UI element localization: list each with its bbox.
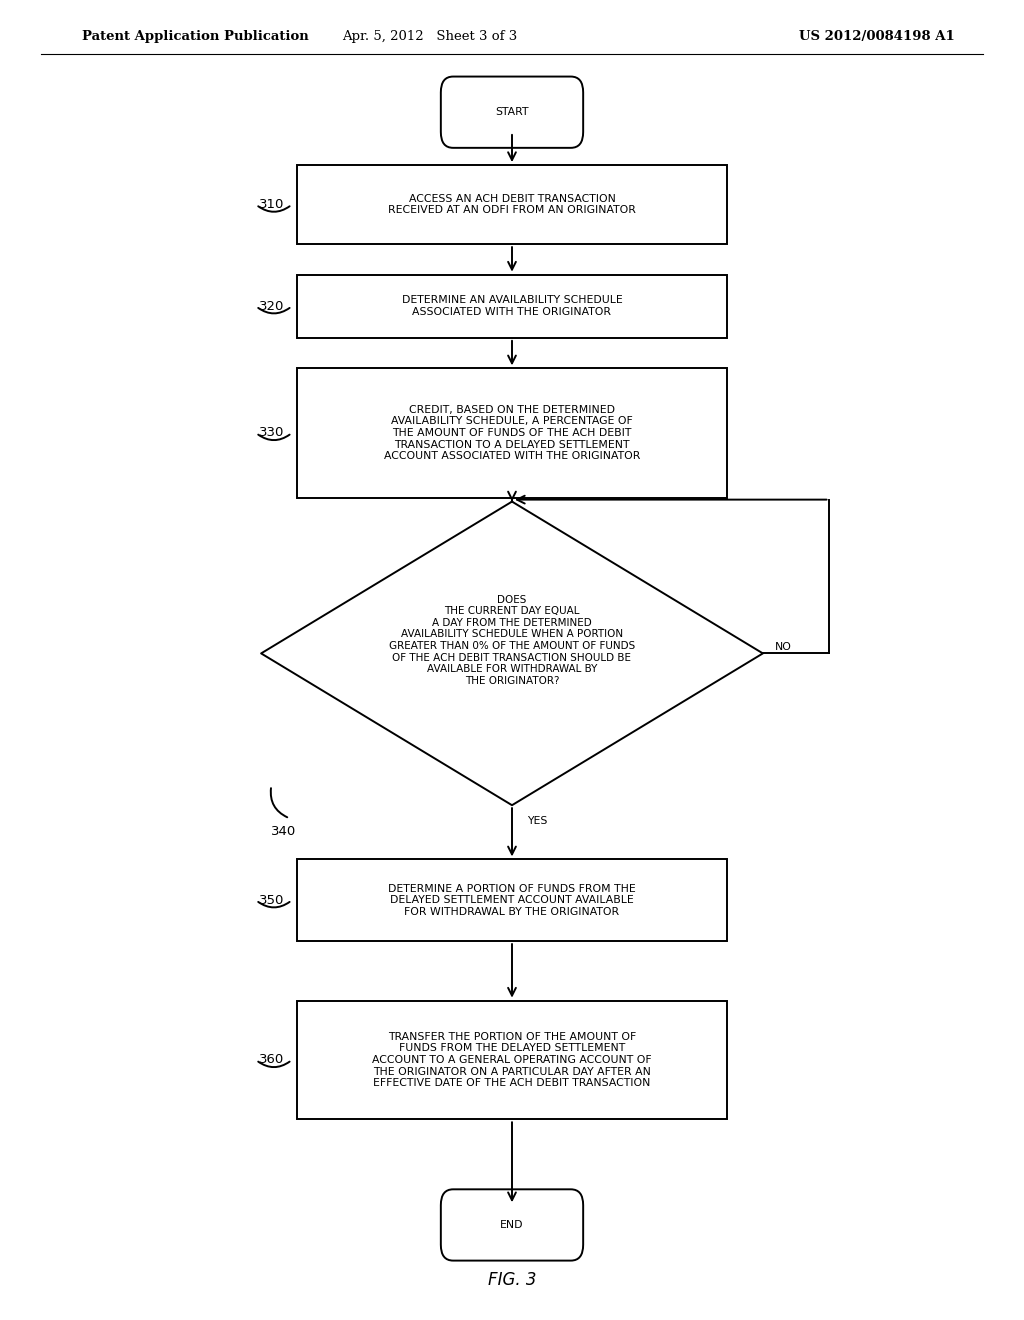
Text: FIG. 3: FIG. 3 — [487, 1271, 537, 1290]
Text: Patent Application Publication: Patent Application Publication — [82, 30, 308, 44]
Text: DETERMINE AN AVAILABILITY SCHEDULE
ASSOCIATED WITH THE ORIGINATOR: DETERMINE AN AVAILABILITY SCHEDULE ASSOC… — [401, 296, 623, 317]
Text: 360: 360 — [259, 1053, 285, 1067]
FancyBboxPatch shape — [440, 1189, 584, 1261]
Text: 330: 330 — [259, 426, 285, 440]
Text: 340: 340 — [271, 825, 297, 838]
Text: YES: YES — [527, 816, 548, 826]
Text: DOES
THE CURRENT DAY EQUAL
A DAY FROM THE DETERMINED
AVAILABILITY SCHEDULE WHEN : DOES THE CURRENT DAY EQUAL A DAY FROM TH… — [389, 594, 635, 686]
FancyBboxPatch shape — [297, 859, 727, 941]
FancyBboxPatch shape — [297, 275, 727, 338]
Text: Apr. 5, 2012   Sheet 3 of 3: Apr. 5, 2012 Sheet 3 of 3 — [342, 30, 518, 44]
Text: START: START — [496, 107, 528, 117]
Text: 310: 310 — [259, 198, 285, 211]
Text: 320: 320 — [259, 300, 285, 313]
Text: US 2012/0084198 A1: US 2012/0084198 A1 — [799, 30, 954, 44]
FancyBboxPatch shape — [297, 1001, 727, 1119]
FancyBboxPatch shape — [297, 165, 727, 244]
Text: ACCESS AN ACH DEBIT TRANSACTION
RECEIVED AT AN ODFI FROM AN ORIGINATOR: ACCESS AN ACH DEBIT TRANSACTION RECEIVED… — [388, 194, 636, 215]
Polygon shape — [261, 502, 763, 805]
FancyBboxPatch shape — [297, 368, 727, 498]
Text: 350: 350 — [259, 894, 285, 907]
Text: TRANSFER THE PORTION OF THE AMOUNT OF
FUNDS FROM THE DELAYED SETTLEMENT
ACCOUNT : TRANSFER THE PORTION OF THE AMOUNT OF FU… — [372, 1032, 652, 1088]
Text: DETERMINE A PORTION OF FUNDS FROM THE
DELAYED SETTLEMENT ACCOUNT AVAILABLE
FOR W: DETERMINE A PORTION OF FUNDS FROM THE DE… — [388, 883, 636, 917]
Text: CREDIT, BASED ON THE DETERMINED
AVAILABILITY SCHEDULE, A PERCENTAGE OF
THE AMOUN: CREDIT, BASED ON THE DETERMINED AVAILABI… — [384, 405, 640, 461]
Text: NO: NO — [775, 642, 792, 652]
Text: END: END — [501, 1220, 523, 1230]
FancyBboxPatch shape — [440, 77, 584, 148]
